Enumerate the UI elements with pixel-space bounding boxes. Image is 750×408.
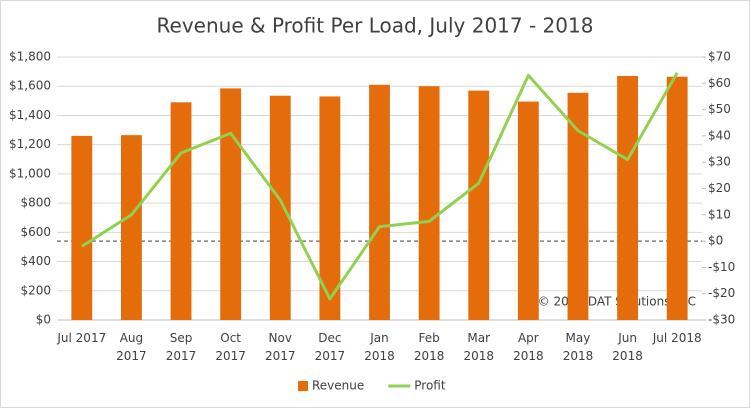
x-tick-label-line: Jan [369,331,389,345]
x-tick-label: Jul 2017 [56,331,106,345]
x-tick-label-line: 2018 [364,349,395,363]
x-tick-label-line: Sep [170,331,193,345]
y-tick-label: $600 [20,225,51,239]
x-tick-label-line: May [566,331,591,345]
legend-label: Revenue [312,379,364,393]
x-tick-label-line: Jul 2018 [652,331,702,345]
bar [567,92,589,320]
x-tick-label: May 2018 [563,331,594,363]
x-tick-label-line: Nov [269,331,292,345]
y2-tick-label: $70 [708,50,731,64]
x-tick-label: Oct 2017 [215,331,246,363]
y-tick-label: $1,800 [9,50,51,64]
y2-tick-label: $40 [708,128,731,142]
bar [517,101,539,320]
line [81,72,679,301]
x-tick-label: Aug 2017 [116,331,147,363]
bar [369,84,390,320]
bar [71,135,93,320]
x-tick-label-line: 2018 [612,349,643,363]
y2-tick-label: $10 [708,207,731,221]
legend-swatch [298,381,308,391]
x-tick-label: Apr 2018 [513,331,544,363]
x-tick-label-line: 2018 [513,349,544,363]
x-tick-label-line: Mar [467,331,490,345]
x-tick-label-line: 2018 [463,349,494,363]
y-tick-label: $800 [20,196,51,210]
bar [319,96,341,320]
y-tick-label: $1,200 [9,137,51,151]
bar [121,135,142,320]
y2-tick-label: $0 [708,234,723,248]
x-tick-label: Jun 2018 [612,331,643,363]
bar [666,76,688,320]
x-tick-label: Mar 2018 [463,331,494,363]
y-tick-label: $1,000 [9,166,51,180]
y-tick-label: $400 [20,254,51,268]
bar [617,75,638,320]
y2-tick-label: $50 [708,102,731,116]
y2-tick-label: -$10 [708,260,735,274]
y2-tick-label: -$30 [708,313,735,327]
x-tick-label-line: 2017 [116,349,147,363]
x-tick-label-line: 2017 [265,349,296,363]
x-tick-label-line: 2017 [215,349,246,363]
x-tick-label-line: 2018 [414,349,445,363]
x-tick-label-line: 2017 [315,349,346,363]
chart-title: Revenue & Profit Per Load, July 2017 - 2… [157,14,594,38]
x-tick-label: Dec 2017 [315,331,346,363]
y-tick-label: $1,600 [9,79,51,93]
x-tick-label-line: Aug [120,331,143,345]
y2-tick-label: $60 [708,76,731,90]
x-tick-label-line: Feb [418,331,439,345]
x-tick-label-line: Jul 2017 [56,331,106,345]
y-tick-label: $0 [36,313,51,327]
y-tick-label: $200 [20,283,51,297]
x-tick-label: Jan 2018 [364,331,395,363]
x-tick-label-line: 2017 [166,349,197,363]
y-tick-label: $1,400 [9,108,51,122]
x-tick-label: Feb 2018 [414,331,445,363]
x-tick-label: Nov 2017 [265,331,296,363]
y2-tick-label: -$20 [708,286,735,300]
bar [418,86,440,320]
x-tick-label-line: Jun [617,331,637,345]
x-tick-label: Sep 2017 [166,331,197,363]
y2-tick-label: $20 [708,181,731,195]
x-tick-label-line: Apr [518,331,539,345]
x-tick-label-line: Dec [318,331,341,345]
bar [220,88,242,321]
y2-tick-label: $30 [708,155,731,169]
x-tick-label-line: Oct [220,331,241,345]
bar [269,95,291,320]
bar [468,90,490,320]
legend-label: Profit [414,379,446,393]
x-tick-label-line: 2018 [563,349,594,363]
bar [170,102,192,321]
x-tick-label: Jul 2018 [652,331,702,345]
